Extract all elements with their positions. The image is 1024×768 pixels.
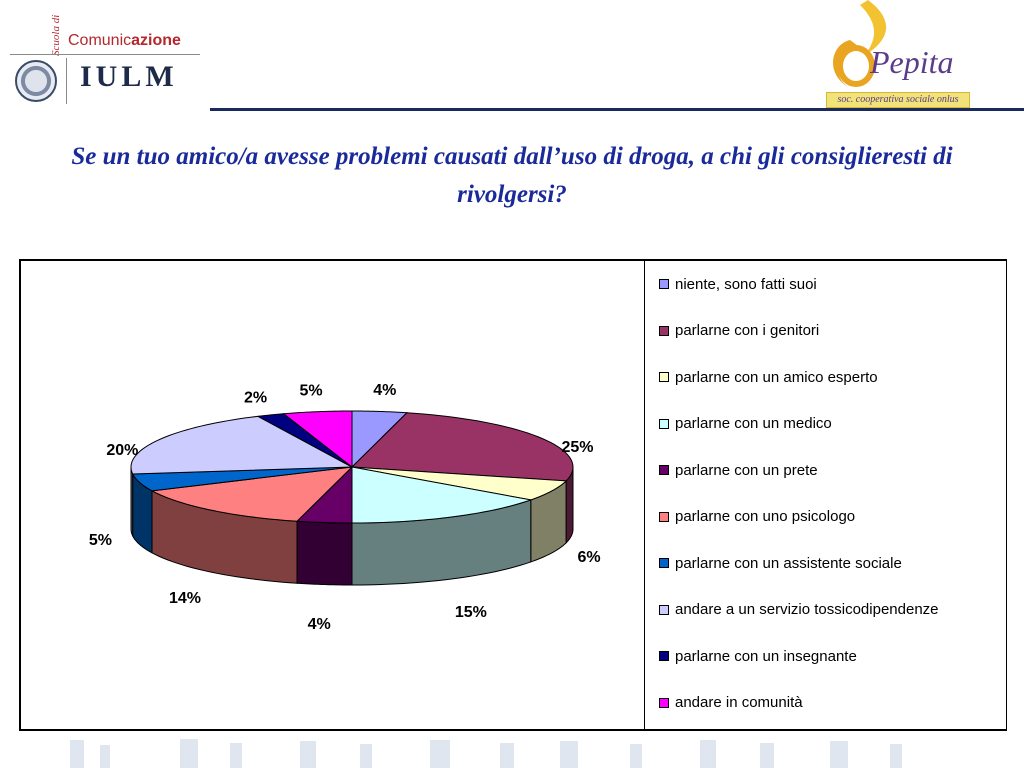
bottom-decoration xyxy=(70,739,902,768)
data-label-3: 6% xyxy=(578,549,601,566)
legend-swatch xyxy=(659,604,669,615)
pie-slice-3 xyxy=(351,466,568,501)
logo-vertical-divider xyxy=(66,58,67,104)
legend-item: andare a un servizio tossicodipendenze xyxy=(659,601,939,619)
legend-item: parlarne con un amico esperto xyxy=(659,368,878,386)
comunic-part: Comunic xyxy=(68,32,132,49)
pie-slice-4 xyxy=(351,466,533,524)
data-label-5: 4% xyxy=(308,616,331,633)
data-label-7: 5% xyxy=(89,532,112,549)
pie-slice-9 xyxy=(256,413,353,468)
legend-item: parlarne con un assistente sociale xyxy=(659,554,902,572)
iulm-logo: Scuola di Comunicazione IULM xyxy=(0,0,215,110)
legend-label: parlarne con un assistente sociale xyxy=(675,554,902,572)
legend-swatch xyxy=(659,465,669,475)
legend-item: parlarne con uno psicologo xyxy=(659,508,855,526)
legend-item: parlarne con un medico xyxy=(659,415,832,433)
data-label-10: 5% xyxy=(299,383,322,400)
header-rule xyxy=(210,108,1024,111)
legend-label: parlarne con uno psicologo xyxy=(675,508,856,525)
data-label-4: 15% xyxy=(455,604,487,621)
pie-slice-2 xyxy=(350,412,574,482)
pie-slice-7 xyxy=(131,466,353,492)
legend-label: niente, sono fatti suoi xyxy=(675,275,817,293)
legend-swatch xyxy=(659,325,669,336)
legend-label: parlarne con un prete xyxy=(675,461,818,479)
legend-swatch xyxy=(659,697,669,708)
legend-label: parlarne con un amico esperto xyxy=(675,368,878,386)
legend-swatch xyxy=(659,372,669,382)
pie-side-5 xyxy=(296,520,353,586)
pepita-tagline: soc. cooperativa sociale onlus xyxy=(826,92,970,108)
comunicazione-text: Comunicazione xyxy=(68,32,181,50)
pepita-logo: Pepita soc. cooperativa sociale onlus xyxy=(820,0,1024,110)
pie-slice-10 xyxy=(282,410,353,469)
legend-swatch xyxy=(659,651,669,661)
pie-slice-6 xyxy=(150,466,354,522)
data-label-9: 2% xyxy=(244,389,267,406)
data-label-2: 25% xyxy=(561,439,593,456)
data-label-1: 4% xyxy=(373,382,396,399)
page-title: Se un tuo amico/a avesse problemi causat… xyxy=(71,143,953,208)
data-label-6: 14% xyxy=(169,590,201,607)
legend-swatch xyxy=(659,558,669,568)
legend-label: parlarne con i genitori xyxy=(675,322,820,339)
legend-label: andare in comunità xyxy=(675,694,803,711)
pie-chart: 4% 25% 6% 15% 4% 14% 5% 20% 2% 5% xyxy=(89,382,601,633)
pie-side-walls xyxy=(130,466,574,586)
legend-label: andare a un servizio tossicodipendenze xyxy=(675,601,939,618)
scuola-di-text: Scuola di xyxy=(50,14,62,56)
pepita-name: Pepita xyxy=(870,44,954,80)
pie-slice-8 xyxy=(130,415,354,475)
pie-data-labels: 4% 25% 6% 15% 4% 14% 5% 20% 2% 5% xyxy=(89,382,601,633)
azione-part: azione xyxy=(131,32,181,49)
legend-item: parlarne con i genitori xyxy=(659,322,819,340)
logo-divider xyxy=(10,54,200,55)
chart-legend: niente, sono fatti suoi parlarne con i ge… xyxy=(644,261,1006,729)
data-label-8: 20% xyxy=(106,442,138,459)
legend-swatch xyxy=(659,279,669,289)
pie-top xyxy=(130,410,574,524)
legend-item: andare in comunità xyxy=(659,694,803,712)
legend-swatch xyxy=(659,511,669,522)
legend-label: parlarne con un insegnante xyxy=(675,647,857,665)
university-seal-icon xyxy=(15,60,57,102)
pepita-flame-icon xyxy=(833,0,887,88)
legend-item: parlarne con un prete xyxy=(659,461,818,479)
legend-swatch xyxy=(659,418,669,429)
iulm-text: IULM xyxy=(80,60,178,93)
legend-item: niente, sono fatti suoi xyxy=(659,275,817,293)
legend-item: parlarne con un insegnante xyxy=(659,647,857,665)
legend-label: parlarne con un medico xyxy=(675,415,832,432)
